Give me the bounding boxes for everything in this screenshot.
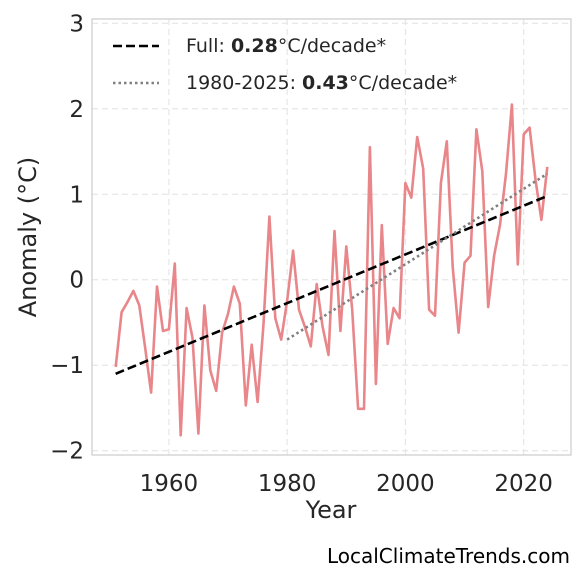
legend-prefix: Full:: [186, 35, 231, 57]
x-tick-label: 2020: [494, 471, 553, 497]
x-tick-label: 1980: [258, 471, 317, 497]
plot-frame: [91, 18, 572, 456]
y-axis-title: Anomaly (°C): [14, 157, 42, 317]
legend-suffix: °C/decade*: [278, 35, 386, 57]
legend-suffix: °C/decade*: [349, 72, 457, 94]
full-trend-line: [115, 194, 548, 375]
legend: Full: 0.28°C/decade*1980-2025: 0.43°C/de…: [113, 35, 457, 94]
x-tick-label: 2000: [376, 471, 435, 497]
y-tick-label: 2: [69, 97, 84, 123]
watermark: LocalClimateTrends.com: [326, 544, 570, 568]
legend-entry: 1980-2025: 0.43°C/decade*: [186, 72, 457, 94]
legend-prefix: 1980-2025:: [186, 72, 302, 94]
y-tick-label: −1: [50, 353, 84, 379]
y-tick-label: 0: [69, 268, 84, 294]
legend-rate-value: 0.43: [302, 72, 349, 94]
series-layer: [114, 103, 549, 437]
legend-rate-value: 0.28: [231, 35, 278, 57]
x-tick-label: 1960: [140, 471, 199, 497]
y-tick-label: 3: [69, 11, 84, 37]
y-tick-label: −2: [50, 439, 84, 465]
x-axis-title: Year: [305, 496, 357, 524]
legend-entry: Full: 0.28°C/decade*: [186, 35, 386, 57]
recent-trend-line: [286, 172, 549, 341]
grid: [92, 19, 571, 455]
y-tick-label: 1: [69, 182, 84, 208]
anomaly-series-line: [114, 103, 549, 437]
tick-labels: 1960 1980 2000 2020 −2 −1 0 1 2 3: [50, 11, 553, 497]
